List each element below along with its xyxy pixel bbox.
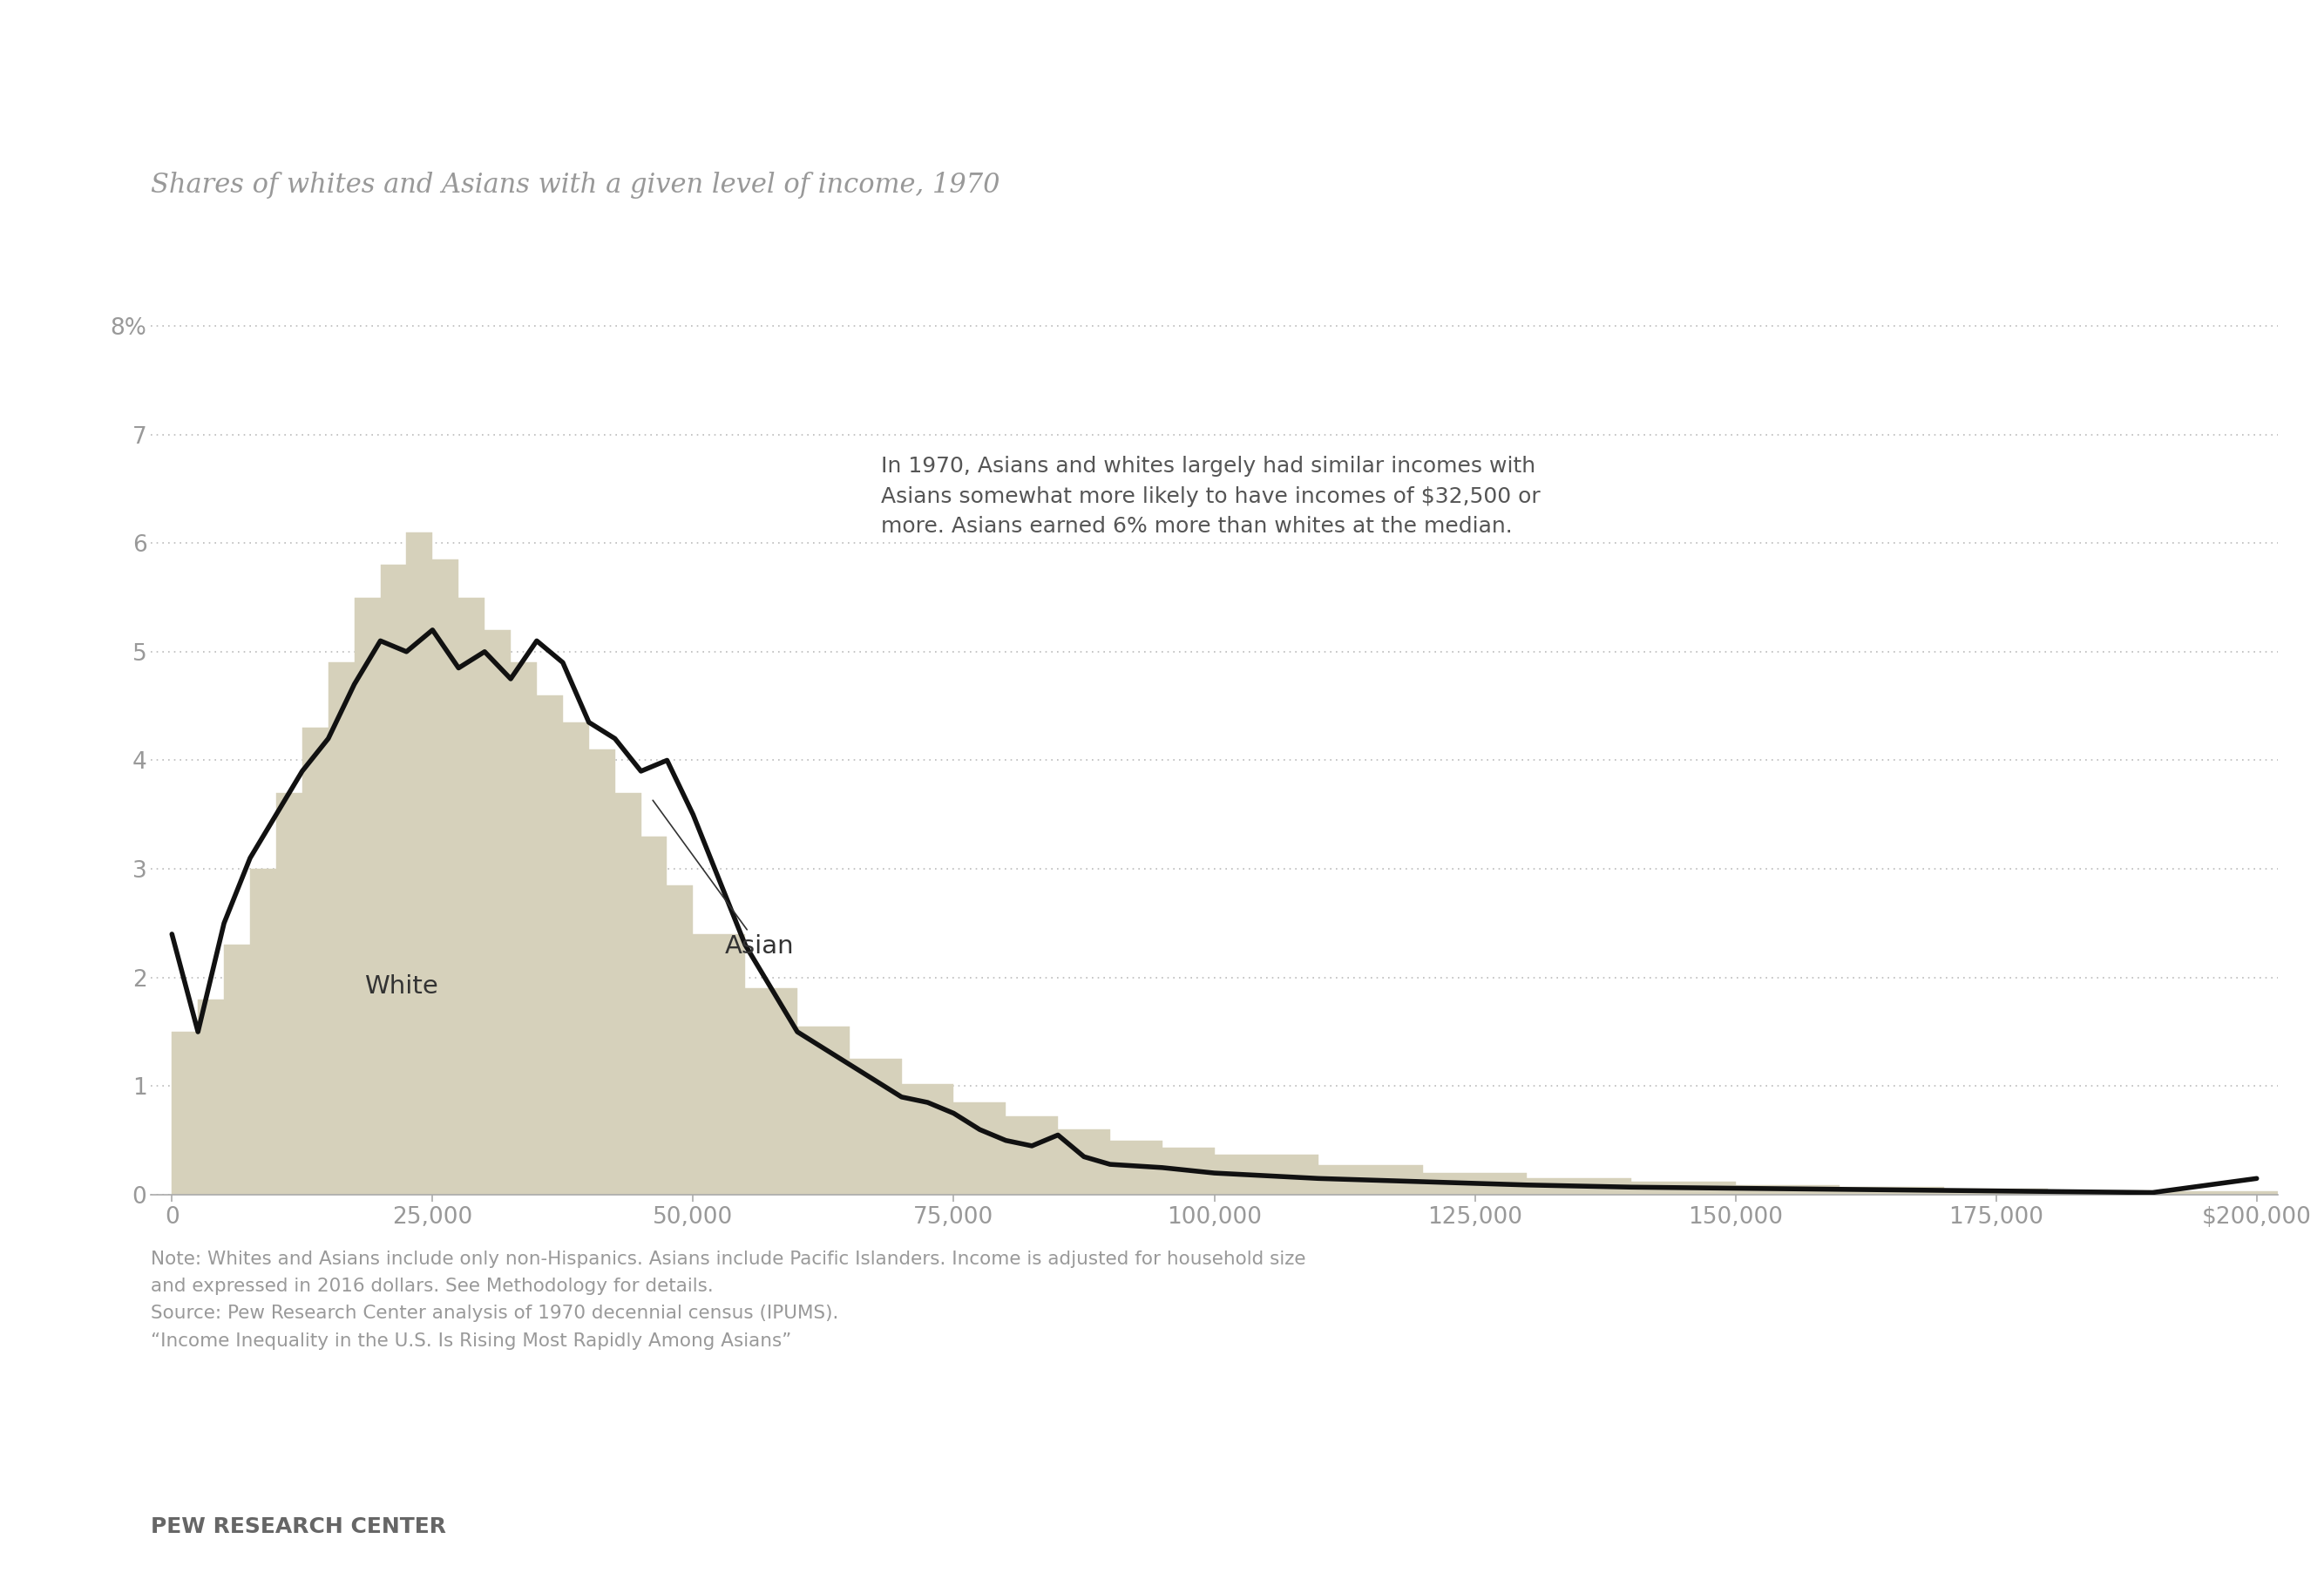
Bar bbox=[1213, 1155, 1318, 1195]
Bar bbox=[1943, 1188, 2047, 1195]
Bar bbox=[693, 933, 746, 1195]
Bar bbox=[1162, 1149, 1213, 1195]
Bar bbox=[381, 566, 407, 1195]
Bar bbox=[486, 629, 511, 1195]
Bar bbox=[1006, 1117, 1057, 1195]
Text: PEW RESEARCH CENTER: PEW RESEARCH CENTER bbox=[151, 1517, 446, 1537]
Bar bbox=[797, 1026, 851, 1195]
Bar bbox=[2257, 1192, 2308, 1195]
Bar bbox=[198, 999, 223, 1195]
Bar bbox=[251, 868, 277, 1195]
Text: White: White bbox=[365, 975, 439, 999]
Bar bbox=[328, 663, 353, 1195]
Bar bbox=[277, 793, 302, 1195]
Bar bbox=[616, 793, 641, 1195]
Bar bbox=[407, 532, 432, 1195]
Bar bbox=[1057, 1129, 1111, 1195]
Bar bbox=[641, 836, 667, 1195]
Bar bbox=[1841, 1187, 1943, 1195]
Bar bbox=[851, 1059, 902, 1195]
Bar bbox=[302, 728, 328, 1195]
Bar bbox=[1318, 1166, 1422, 1195]
Bar bbox=[562, 722, 588, 1195]
Bar bbox=[353, 597, 381, 1195]
Bar bbox=[667, 886, 693, 1195]
Bar bbox=[953, 1102, 1006, 1195]
Text: Shares of whites and Asians with a given level of income, 1970: Shares of whites and Asians with a given… bbox=[151, 172, 999, 199]
Text: Asian: Asian bbox=[653, 800, 795, 959]
Bar bbox=[511, 663, 537, 1195]
Bar bbox=[1527, 1179, 1631, 1195]
Bar bbox=[746, 988, 797, 1195]
Text: In 1970, Asians and whites largely had similar incomes with
Asians somewhat more: In 1970, Asians and whites largely had s… bbox=[881, 456, 1541, 537]
Bar bbox=[902, 1083, 953, 1195]
Text: Note: Whites and Asians include only non-Hispanics. Asians include Pacific Islan: Note: Whites and Asians include only non… bbox=[151, 1251, 1306, 1349]
Bar bbox=[2152, 1192, 2257, 1195]
Bar bbox=[1736, 1185, 1841, 1195]
Bar bbox=[172, 1032, 198, 1195]
Bar bbox=[588, 749, 616, 1195]
Bar bbox=[458, 597, 486, 1195]
Bar bbox=[1111, 1141, 1162, 1195]
Bar bbox=[537, 695, 562, 1195]
Bar bbox=[432, 559, 458, 1195]
Bar bbox=[1422, 1172, 1527, 1195]
Bar bbox=[1631, 1182, 1736, 1195]
Bar bbox=[223, 945, 251, 1195]
Bar bbox=[2047, 1190, 2152, 1195]
